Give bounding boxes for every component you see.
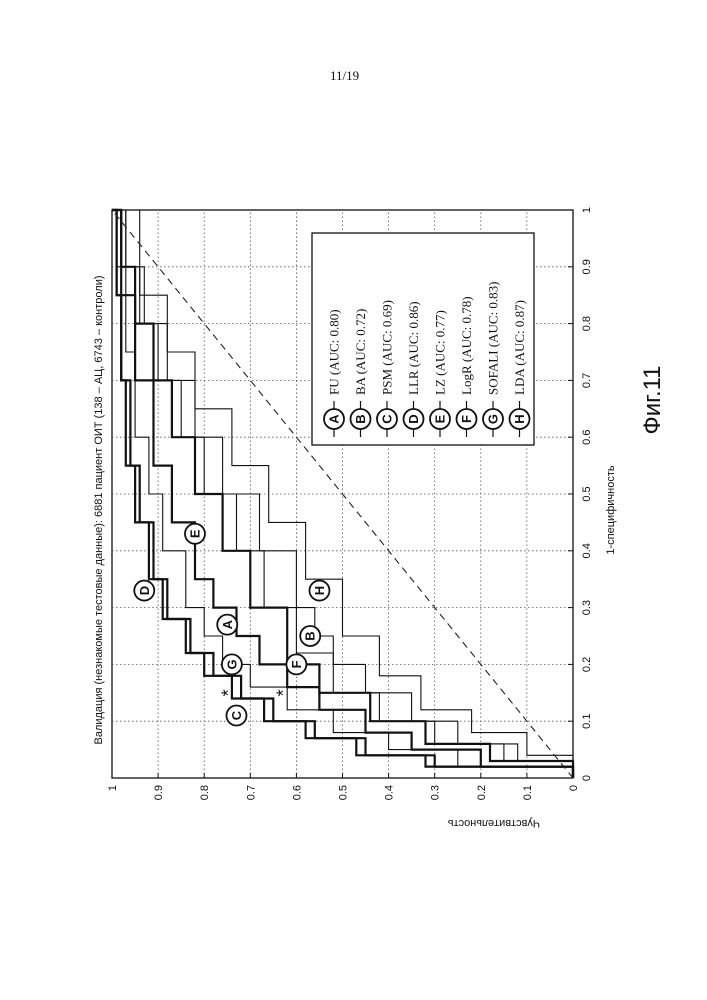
operating-point-marker: * bbox=[274, 689, 294, 696]
curve-annotation-h: H bbox=[309, 581, 329, 601]
legend-item: A FU (AUC: 0.80) bbox=[324, 309, 344, 437]
x-tick-label: 1 bbox=[581, 207, 593, 213]
x-tick-label: 0.2 bbox=[581, 657, 593, 672]
curve-annotation-b: B bbox=[300, 626, 320, 646]
annotation-letter: E bbox=[187, 529, 202, 538]
legend-label: LDA (AUC: 0.87) bbox=[512, 300, 527, 395]
annotation-letter: H bbox=[312, 586, 327, 595]
x-axis-label: 1-специфичность bbox=[605, 465, 617, 554]
y-tick-label: 0.7 bbox=[245, 785, 257, 800]
x-tick-label: 0.9 bbox=[581, 259, 593, 274]
curve-annotation-c: C bbox=[226, 706, 246, 726]
x-tick-label: 0.5 bbox=[581, 486, 593, 501]
x-tick-label: 0.7 bbox=[581, 373, 593, 388]
curve-annotation-e: E bbox=[185, 524, 205, 544]
legend-item: H LDA (AUC: 0.87) bbox=[510, 300, 530, 437]
annotation-letter: A bbox=[220, 619, 235, 629]
legend-label: LZ (AUC: 0.77) bbox=[433, 310, 448, 395]
legend-item: G SOFALI (AUC: 0.83) bbox=[483, 281, 503, 437]
curve-annotation-a: A bbox=[217, 615, 237, 635]
curve-annotation-d: D bbox=[134, 581, 154, 601]
y-tick-label: 0.3 bbox=[430, 785, 442, 800]
y-tick-label: 0 bbox=[568, 785, 580, 791]
legend-item: B BA (AUC: 0.72) bbox=[351, 309, 371, 437]
operating-point-marker: * bbox=[218, 689, 238, 696]
curve-annotation-g: G bbox=[222, 654, 242, 674]
legend-letter: A bbox=[327, 414, 342, 424]
annotation-letter: F bbox=[289, 660, 304, 668]
legend-letter: G bbox=[486, 414, 501, 424]
y-tick-label: 0.8 bbox=[199, 785, 211, 800]
x-tick-label: 0.8 bbox=[581, 316, 593, 331]
legend: A FU (AUC: 0.80) B BA (AUC: 0.72) C PSM (AUC:… bbox=[312, 233, 534, 445]
curve-annotation-f: F bbox=[286, 654, 306, 674]
annotation-letter: B bbox=[303, 631, 318, 640]
legend-letter: B bbox=[353, 414, 368, 423]
legend-label: PSM (AUC: 0.69) bbox=[380, 300, 395, 395]
x-tick-label: 0.4 bbox=[581, 543, 593, 558]
y-tick-label: 1 bbox=[107, 785, 119, 791]
legend-letter: F bbox=[459, 415, 474, 423]
legend-label: LogR (AUC: 0.78) bbox=[459, 296, 474, 395]
legend-label: SOFALI (AUC: 0.83) bbox=[486, 281, 501, 395]
y-tick-label: 0.9 bbox=[153, 785, 165, 800]
legend-letter: C bbox=[380, 414, 395, 424]
legend-letter: E bbox=[433, 414, 448, 423]
x-tick-label: 0.6 bbox=[581, 430, 593, 445]
y-tick-label: 0.4 bbox=[384, 785, 396, 800]
figure-label: Фиг.11 bbox=[639, 365, 666, 434]
legend-item: C PSM (AUC: 0.69) bbox=[377, 300, 397, 437]
legend-item: D LLR (AUC: 0.86) bbox=[404, 301, 424, 437]
y-tick-label: 0.2 bbox=[476, 785, 488, 800]
y-tick-label: 0.5 bbox=[338, 785, 350, 800]
legend-label: BA (AUC: 0.72) bbox=[353, 309, 368, 395]
x-tick-label: 0.1 bbox=[581, 714, 593, 729]
chart-title: Валидация (незнакомые тестовые данные): … bbox=[93, 275, 105, 744]
legend-item: F LogR (AUC: 0.78) bbox=[457, 296, 477, 437]
legend-item: E LZ (AUC: 0.77) bbox=[430, 310, 450, 437]
x-tick-label: 0 bbox=[581, 775, 593, 781]
annotation-letter: G bbox=[224, 659, 239, 669]
annotation-letter: C bbox=[229, 710, 244, 720]
x-tick-label: 0.3 bbox=[581, 600, 593, 615]
legend-label: LLR (AUC: 0.86) bbox=[406, 301, 421, 395]
y-axis-label: Чувствительность bbox=[448, 817, 541, 829]
legend-letter: H bbox=[512, 414, 527, 423]
annotation-letter: D bbox=[137, 586, 152, 595]
legend-letter: D bbox=[406, 414, 421, 423]
y-tick-label: 0.1 bbox=[522, 785, 534, 800]
legend-label: FU (AUC: 0.80) bbox=[327, 309, 342, 395]
y-tick-label: 0.6 bbox=[291, 785, 303, 800]
